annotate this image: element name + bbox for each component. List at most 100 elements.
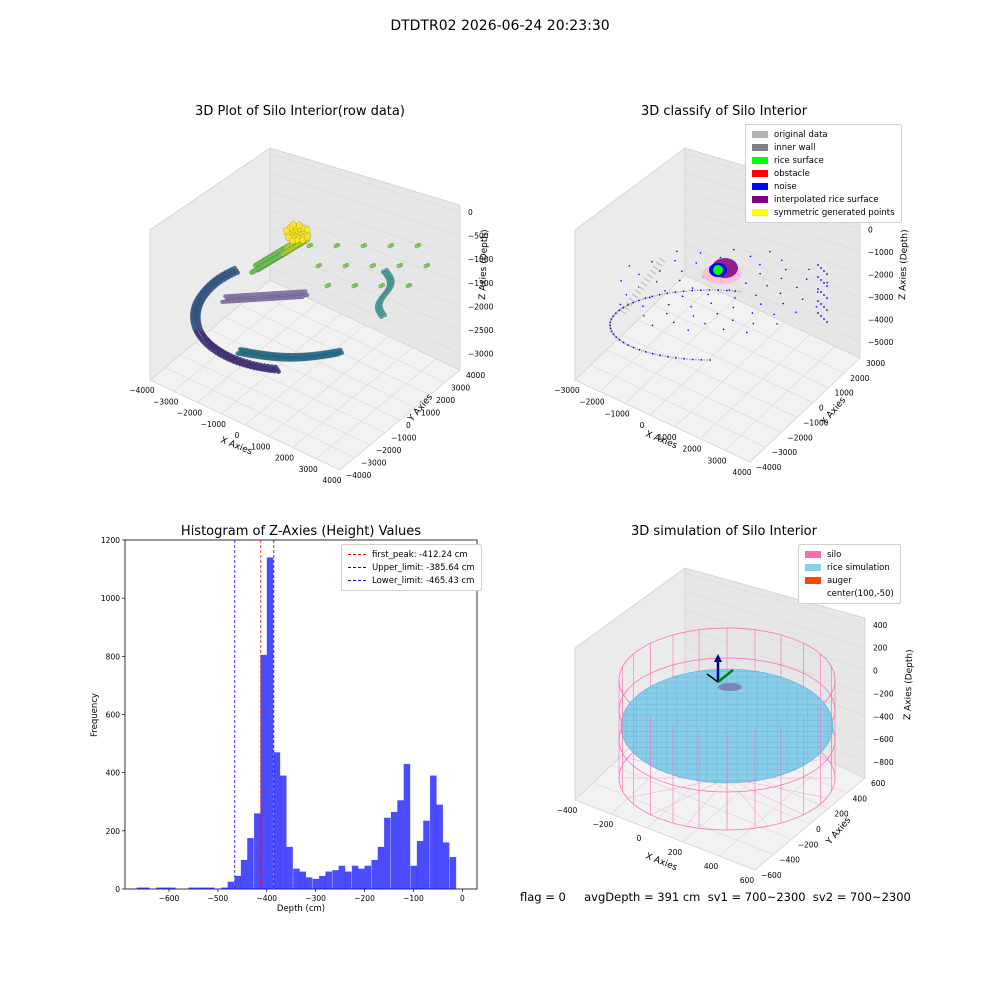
noise-point: [681, 270, 683, 273]
histogram-bar: [240, 859, 248, 889]
y-tick-label: 3000: [866, 359, 885, 368]
z-tick-label: −1000: [868, 248, 894, 257]
legend-label: obstacle: [774, 168, 810, 179]
histogram-bar: [286, 846, 293, 889]
legend-item: auger: [805, 574, 894, 587]
noise-point: [808, 268, 810, 271]
scatter-point: [669, 356, 672, 359]
noise-point: [817, 312, 819, 314]
noise-point: [823, 270, 825, 272]
noise-point: [823, 318, 825, 320]
panel4-zlabel: Z Axies (Depth): [903, 649, 915, 720]
panel2-rice-surface: [702, 258, 742, 284]
histogram-bar: [247, 838, 254, 889]
histogram-bar: [299, 871, 307, 889]
legend-item: center(100,-50): [805, 587, 894, 600]
noise-point: [672, 321, 675, 324]
y-tick-label: 4000: [466, 371, 485, 380]
histogram-bar: [345, 871, 352, 889]
scatter-point: [303, 226, 311, 233]
z-tick-label: −500: [468, 232, 489, 241]
y-tick-label: −200: [798, 840, 819, 849]
noise-point: [676, 250, 678, 253]
noise-point: [815, 305, 818, 308]
noise-point: [746, 331, 748, 334]
scatter-point: [644, 297, 647, 300]
scatter-point: [338, 347, 343, 353]
histogram-bar: [136, 887, 144, 889]
histogram-bar: [358, 868, 365, 889]
z-tick-label: −1000: [468, 255, 494, 264]
scatter-point: [627, 344, 630, 347]
z-tick-label: 0: [873, 667, 878, 676]
y-tick-label: 1000: [835, 389, 854, 398]
noise-point: [625, 293, 628, 296]
noise-point: [692, 315, 695, 317]
noise-point: [628, 265, 631, 267]
scatter-point: [664, 355, 667, 358]
x-tick-label: −400: [256, 894, 277, 903]
x-tick-label: 2000: [275, 454, 294, 463]
noise-point: [655, 280, 658, 283]
y-tick-label: 3000: [451, 384, 470, 393]
panel2-title: 3D classify of Silo Interior: [640, 104, 808, 119]
scatter-point: [731, 289, 734, 292]
scatter-point: [677, 357, 680, 360]
z-tick-label: −200: [873, 689, 894, 698]
x-tick-label: −2000: [177, 409, 203, 418]
noise-point: [759, 272, 761, 275]
legend-label: silo: [827, 549, 842, 560]
y-tick-label: 400: [106, 769, 121, 778]
inner-wall-mark: [637, 285, 645, 291]
y-tick-label: −3000: [361, 459, 387, 468]
noise-point: [820, 303, 822, 305]
noise-point: [674, 259, 676, 262]
x-tick-label: −3000: [554, 386, 580, 395]
x-tick-label: 4000: [732, 468, 751, 477]
legend-line: [348, 580, 366, 581]
noise-point: [719, 256, 722, 259]
noise-point: [823, 282, 825, 284]
legend-swatch: [752, 131, 768, 138]
scatter-point: [396, 264, 401, 269]
noise-point: [664, 290, 666, 292]
histogram-bar: [410, 865, 418, 889]
scatter-point: [700, 358, 703, 361]
noise-point: [826, 273, 828, 275]
scatter-point: [696, 289, 699, 292]
noise-point: [826, 321, 828, 323]
histogram-bar: [312, 878, 320, 889]
noise-point: [766, 284, 768, 287]
z-tick-label: 0: [868, 225, 873, 234]
scatter-point: [666, 292, 669, 295]
noise-point: [666, 312, 668, 315]
panel2-legend: original data inner wall rice surface obsta…: [745, 124, 902, 223]
scatter-point: [717, 289, 720, 292]
scatter-point: [387, 244, 392, 249]
y-tick-label: 1000: [421, 409, 440, 418]
y-tick-label: 0: [406, 421, 411, 430]
scatter-point: [632, 301, 635, 304]
scatter-point: [360, 244, 365, 249]
noise-point: [643, 314, 645, 317]
scatter-point: [304, 233, 311, 241]
histogram-bar: [390, 811, 398, 889]
scatter-point: [235, 270, 240, 276]
histogram-bar: [319, 875, 326, 889]
scatter-point: [672, 356, 675, 359]
scatter-point: [661, 354, 664, 357]
panel1-3d-plot: −4000 −3000 −2000 −1000 0 1000 2000 3000 4000 −40…: [129, 147, 494, 485]
scatter-point: [630, 302, 633, 305]
noise-point: [796, 286, 798, 289]
scatter-point: [630, 345, 633, 348]
panel1-axes-box: [149, 147, 461, 471]
inner-wall-mark: [622, 305, 630, 311]
legend-item: silo: [805, 548, 894, 561]
x-tick-label: 4000: [322, 476, 341, 485]
histogram-bar: [364, 865, 372, 889]
y-tick-label: −2000: [787, 433, 813, 442]
legend-item: symmetric generated points: [752, 206, 895, 219]
legend-label: interpolated rice surface: [774, 194, 879, 205]
scatter-point: [674, 356, 677, 359]
y-tick-label: −600: [761, 871, 782, 880]
